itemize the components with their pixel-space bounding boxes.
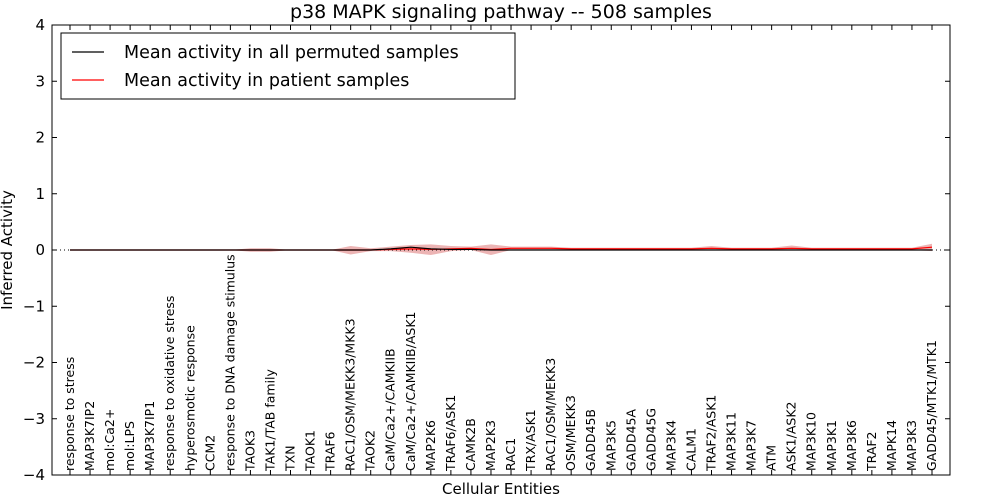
plot-frame	[51, 24, 951, 476]
category-label: OSM/MEKK3	[563, 395, 578, 471]
category-label: MAP3K10	[804, 412, 819, 471]
category-label: CaM/Ca2+/CAMKIIB	[383, 348, 398, 471]
y-tick-label: 2	[35, 129, 45, 147]
x-axis-label: Cellular Entities	[442, 480, 560, 498]
category-label: MAP3K6	[844, 420, 859, 471]
legend-label-patient: Mean activity in patient samples	[124, 71, 409, 91]
category-label: TAOK3	[242, 430, 257, 472]
category-label: CaM/Ca2+/CAMKIIB/ASK1	[403, 312, 418, 471]
category-label: MAP3K4	[663, 420, 678, 471]
category-label: TRAF6/ASK1	[443, 395, 458, 472]
y-tick-label: 0	[35, 241, 45, 259]
y-tick-label: 3	[35, 72, 45, 90]
category-label: mol:LPS	[122, 421, 137, 471]
category-label: TXN	[283, 445, 298, 472]
series-line-permuted	[70, 246, 932, 251]
category-label: mol:Ca2+	[102, 409, 117, 471]
category-label: GADD45A	[623, 409, 638, 471]
category-label: MAPK14	[884, 420, 899, 471]
y-tick-label: −2	[23, 354, 45, 372]
category-label: ASK1/ASK2	[784, 402, 799, 471]
category-label: MAP2K3	[483, 420, 498, 471]
x-axis-ticks	[69, 25, 933, 475]
category-label: hyperosmotic response	[182, 325, 197, 471]
category-label: MAP3K1	[824, 420, 839, 471]
category-label: response to DNA damage stimulus	[222, 254, 237, 471]
category-label: CAMK2B	[463, 418, 478, 471]
category-label: TAOK1	[303, 430, 318, 472]
category-label: MAP3K5	[603, 420, 618, 471]
category-label: TAOK2	[363, 430, 378, 472]
category-label: RAC1	[503, 438, 518, 471]
y-axis-ticks: −4 −3 −2 −1 0 1 2 3 4	[23, 16, 950, 484]
category-label: MAP3K3	[904, 420, 919, 471]
category-label: MAP3K7IP2	[82, 401, 97, 471]
category-label: CALM1	[683, 428, 698, 471]
y-tick-label: −1	[23, 297, 45, 315]
category-label: GADD45B	[583, 409, 598, 471]
category-label: MAP3K7	[744, 420, 759, 471]
y-tick-label: 1	[35, 185, 45, 203]
category-label: GADD45G	[643, 408, 658, 471]
series-lines	[70, 246, 933, 251]
category-label: GADD45/MTK1/MTK1	[924, 340, 939, 471]
category-labels: response to stress MAP3K7IP2 mol:Ca2+ mol:L…	[62, 254, 939, 472]
category-label: CCM2	[202, 435, 217, 471]
category-label: RAC1/OSM/MEKK3	[543, 358, 558, 471]
category-label: MAP3K7IP1	[142, 401, 157, 471]
category-label: MAP3K11	[724, 412, 739, 471]
chart-title: p38 MAPK signaling pathway -- 508 sample…	[290, 1, 712, 23]
legend-label-permuted: Mean activity in all permuted samples	[124, 43, 459, 63]
category-label: response to oxidative stress	[162, 296, 177, 471]
y-tick-label: −4	[23, 466, 45, 484]
category-label: TAK1/TAB family	[262, 368, 277, 472]
category-label: MAP2K6	[423, 420, 438, 471]
category-label: TRAF2	[864, 431, 879, 472]
legend-box	[60, 32, 516, 100]
category-label: response to stress	[62, 357, 77, 471]
y-axis-label: Inferred Activity	[0, 190, 16, 310]
y-tick-label: 4	[35, 16, 45, 34]
category-label: ATM	[764, 445, 779, 471]
category-label: TRX/ASK1	[523, 409, 538, 472]
category-label: TRAF6	[323, 431, 338, 472]
category-label: TRAF2/ASK1	[703, 395, 718, 472]
category-label: RAC1/OSM/MEKK3/MKK3	[343, 318, 358, 471]
y-tick-label: −3	[23, 410, 45, 428]
legend: Mean activity in all permuted samples Me…	[60, 32, 516, 100]
